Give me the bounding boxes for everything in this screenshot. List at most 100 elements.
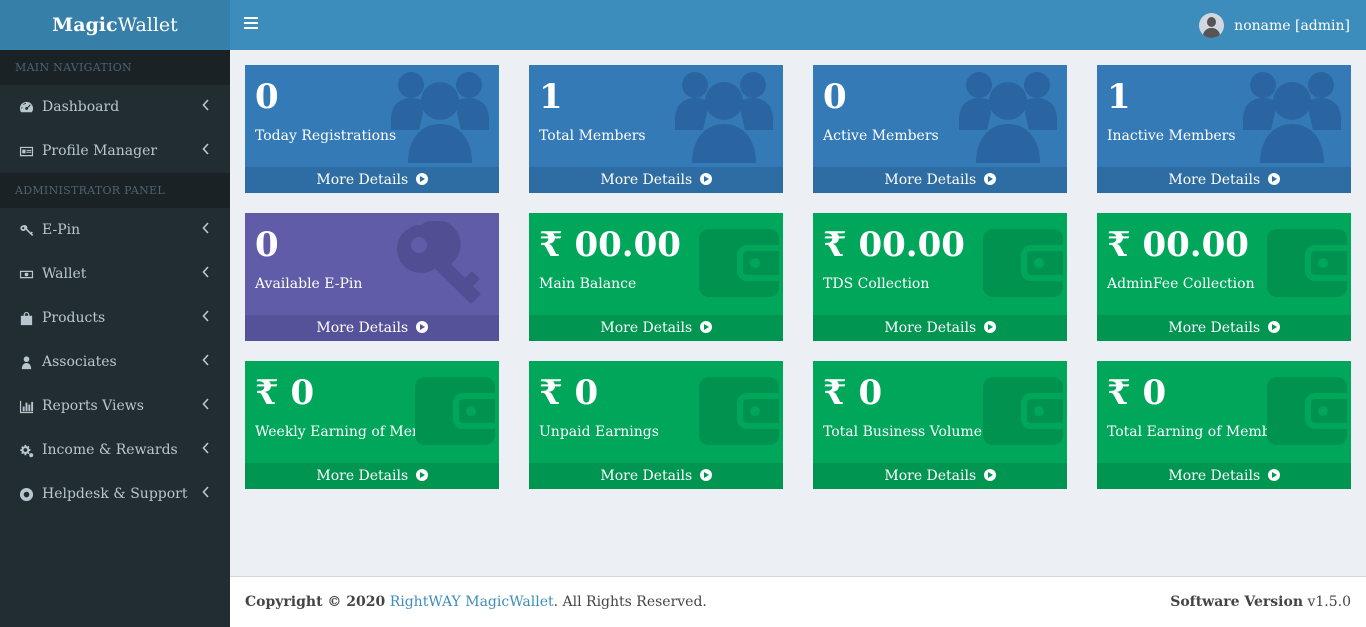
- sidebar-item-helpdesk-support[interactable]: Helpdesk & Support: [0, 472, 230, 516]
- more-details-link[interactable]: More Details: [1097, 167, 1351, 193]
- stat-value: 1: [1107, 77, 1131, 117]
- chevron-left-icon: [202, 310, 212, 324]
- stat-box-total-earning: ₹ 0 Total Earning of Members More Detail…: [1097, 361, 1351, 489]
- copyright-prefix: Copyright © 2020: [245, 594, 386, 610]
- stat-label: Today Registrations: [255, 128, 397, 144]
- user-icon: [18, 354, 34, 370]
- wallet-icon: [1267, 229, 1347, 297]
- gears-icon: [18, 442, 34, 458]
- sidebar-item-reports-views[interactable]: Reports Views: [0, 384, 230, 428]
- version-label: Software Version: [1170, 594, 1304, 610]
- sidebar-item-label: Products: [42, 310, 106, 326]
- sidebar-item-associates[interactable]: Associates: [0, 340, 230, 384]
- more-details-link[interactable]: More Details: [1097, 463, 1351, 489]
- chevron-left-icon: [202, 354, 212, 368]
- stat-label: Total Earning of Members: [1107, 424, 1293, 440]
- users-icon: [1243, 72, 1341, 163]
- chevron-left-icon: [202, 99, 212, 113]
- key-icon: [397, 221, 481, 304]
- arrow-circle-right-icon: [415, 469, 428, 481]
- chevron-left-icon: [202, 266, 212, 280]
- stat-value: ₹ 0: [539, 373, 599, 413]
- stat-label: Inactive Members: [1107, 128, 1236, 144]
- sidebar-item-income-rewards[interactable]: Income & Rewards: [0, 428, 230, 472]
- sidebar-item-label: Helpdesk & Support: [42, 486, 188, 502]
- money-icon: [18, 266, 34, 282]
- wallet-icon: [983, 377, 1063, 445]
- more-details-link[interactable]: More Details: [245, 167, 499, 193]
- stat-value: ₹ 00.00: [539, 225, 681, 265]
- sidebar-item-label: Reports Views: [42, 398, 144, 414]
- sidebar-item-dashboard[interactable]: Dashboard: [0, 85, 230, 129]
- logo-rest-text: Wallet: [117, 14, 178, 36]
- stat-box-adminfee-collection: ₹ 00.00 AdminFee Collection More Details: [1097, 213, 1351, 341]
- arrow-circle-right-icon: [1267, 469, 1280, 481]
- copyright-suffix: . All Rights Reserved.: [553, 594, 707, 610]
- more-details-link[interactable]: More Details: [813, 315, 1067, 341]
- stat-value: ₹ 0: [1107, 373, 1167, 413]
- users-icon: [959, 72, 1057, 163]
- user-menu[interactable]: noname [admin]: [1199, 13, 1350, 38]
- sidebar-toggle-icon[interactable]: [244, 17, 258, 31]
- stat-box-total-business-volume: ₹ 0 Total Business Volume More Details: [813, 361, 1067, 489]
- sidebar-item-e-pin[interactable]: E-Pin: [0, 208, 230, 252]
- stat-box-active-members: 0 Active Members More Details: [813, 65, 1067, 193]
- stat-box-inactive-members: 1 Inactive Members More Details: [1097, 65, 1351, 193]
- avatar: [1199, 13, 1225, 38]
- more-details-link[interactable]: More Details: [245, 315, 499, 341]
- sidebar-item-wallet[interactable]: Wallet: [0, 252, 230, 296]
- stat-box-today-registrations: 0 Today Registrations More Details: [245, 65, 499, 193]
- users-icon: [391, 72, 489, 163]
- more-details-link[interactable]: More Details: [245, 463, 499, 489]
- shopping-bag-icon: [18, 310, 34, 326]
- more-details-link[interactable]: More Details: [529, 463, 783, 489]
- wallet-icon: [983, 229, 1063, 297]
- stat-box-main-balance: ₹ 00.00 Main Balance More Details: [529, 213, 783, 341]
- version-number: v1.5.0: [1307, 594, 1351, 610]
- arrow-circle-right-icon: [983, 469, 996, 481]
- stat-box-weekly-earning: ₹ 0 Weekly Earning of Members More Detai…: [245, 361, 499, 489]
- more-details-link[interactable]: More Details: [529, 315, 783, 341]
- arrow-circle-right-icon: [415, 321, 428, 333]
- wallet-icon: [1267, 377, 1347, 445]
- sidebar-item-label: Wallet: [42, 266, 87, 282]
- stat-label: AdminFee Collection: [1107, 276, 1255, 292]
- bar-chart-icon: [18, 398, 34, 414]
- arrow-circle-right-icon: [699, 321, 712, 333]
- sidebar-item-profile-manager[interactable]: Profile Manager: [0, 129, 230, 173]
- software-version: Software Version v1.5.0: [1170, 594, 1351, 610]
- sidebar-item-products[interactable]: Products: [0, 296, 230, 340]
- sidebar-item-label: Associates: [42, 354, 117, 370]
- more-details-link[interactable]: More Details: [813, 463, 1067, 489]
- stat-box-available-e-pin: 0 Available E-Pin More Details: [245, 213, 499, 341]
- more-details-link[interactable]: More Details: [1097, 315, 1351, 341]
- stat-label: Weekly Earning of Members: [255, 424, 457, 440]
- stat-value: ₹ 0: [823, 373, 883, 413]
- logo-bold-text: Magic: [52, 14, 118, 36]
- sidebar-item-label: Dashboard: [42, 99, 120, 115]
- stat-value: ₹ 00.00: [1107, 225, 1249, 265]
- company-link[interactable]: RightWAY MagicWallet: [389, 594, 554, 610]
- stat-label: Total Business Volume: [823, 424, 982, 440]
- stat-label: Main Balance: [539, 276, 637, 292]
- stat-label: TDS Collection: [823, 276, 930, 292]
- stat-label: Active Members: [823, 128, 939, 144]
- stat-box-tds-collection: ₹ 00.00 TDS Collection More Details: [813, 213, 1067, 341]
- chevron-left-icon: [202, 398, 212, 412]
- chevron-left-icon: [202, 143, 212, 157]
- more-details-link[interactable]: More Details: [813, 167, 1067, 193]
- app-logo[interactable]: Magic Wallet: [0, 0, 230, 50]
- sidebar-item-label: E-Pin: [42, 222, 81, 238]
- chevron-left-icon: [202, 486, 212, 500]
- wallet-icon: [415, 377, 495, 445]
- sidebar-item-label: Profile Manager: [42, 143, 158, 159]
- more-details-link[interactable]: More Details: [529, 167, 783, 193]
- page-footer: Copyright © 2020 RightWAY MagicWallet. A…: [230, 576, 1366, 627]
- stat-value: 0: [255, 225, 279, 265]
- chevron-left-icon: [202, 442, 212, 456]
- arrow-circle-right-icon: [699, 173, 712, 185]
- wallet-icon: [699, 377, 779, 445]
- copyright-text: Copyright © 2020 RightWAY MagicWallet. A…: [245, 594, 707, 610]
- administrator-panel-header: ADMINISTRATOR PANEL: [0, 173, 230, 208]
- stat-value: ₹ 0: [255, 373, 315, 413]
